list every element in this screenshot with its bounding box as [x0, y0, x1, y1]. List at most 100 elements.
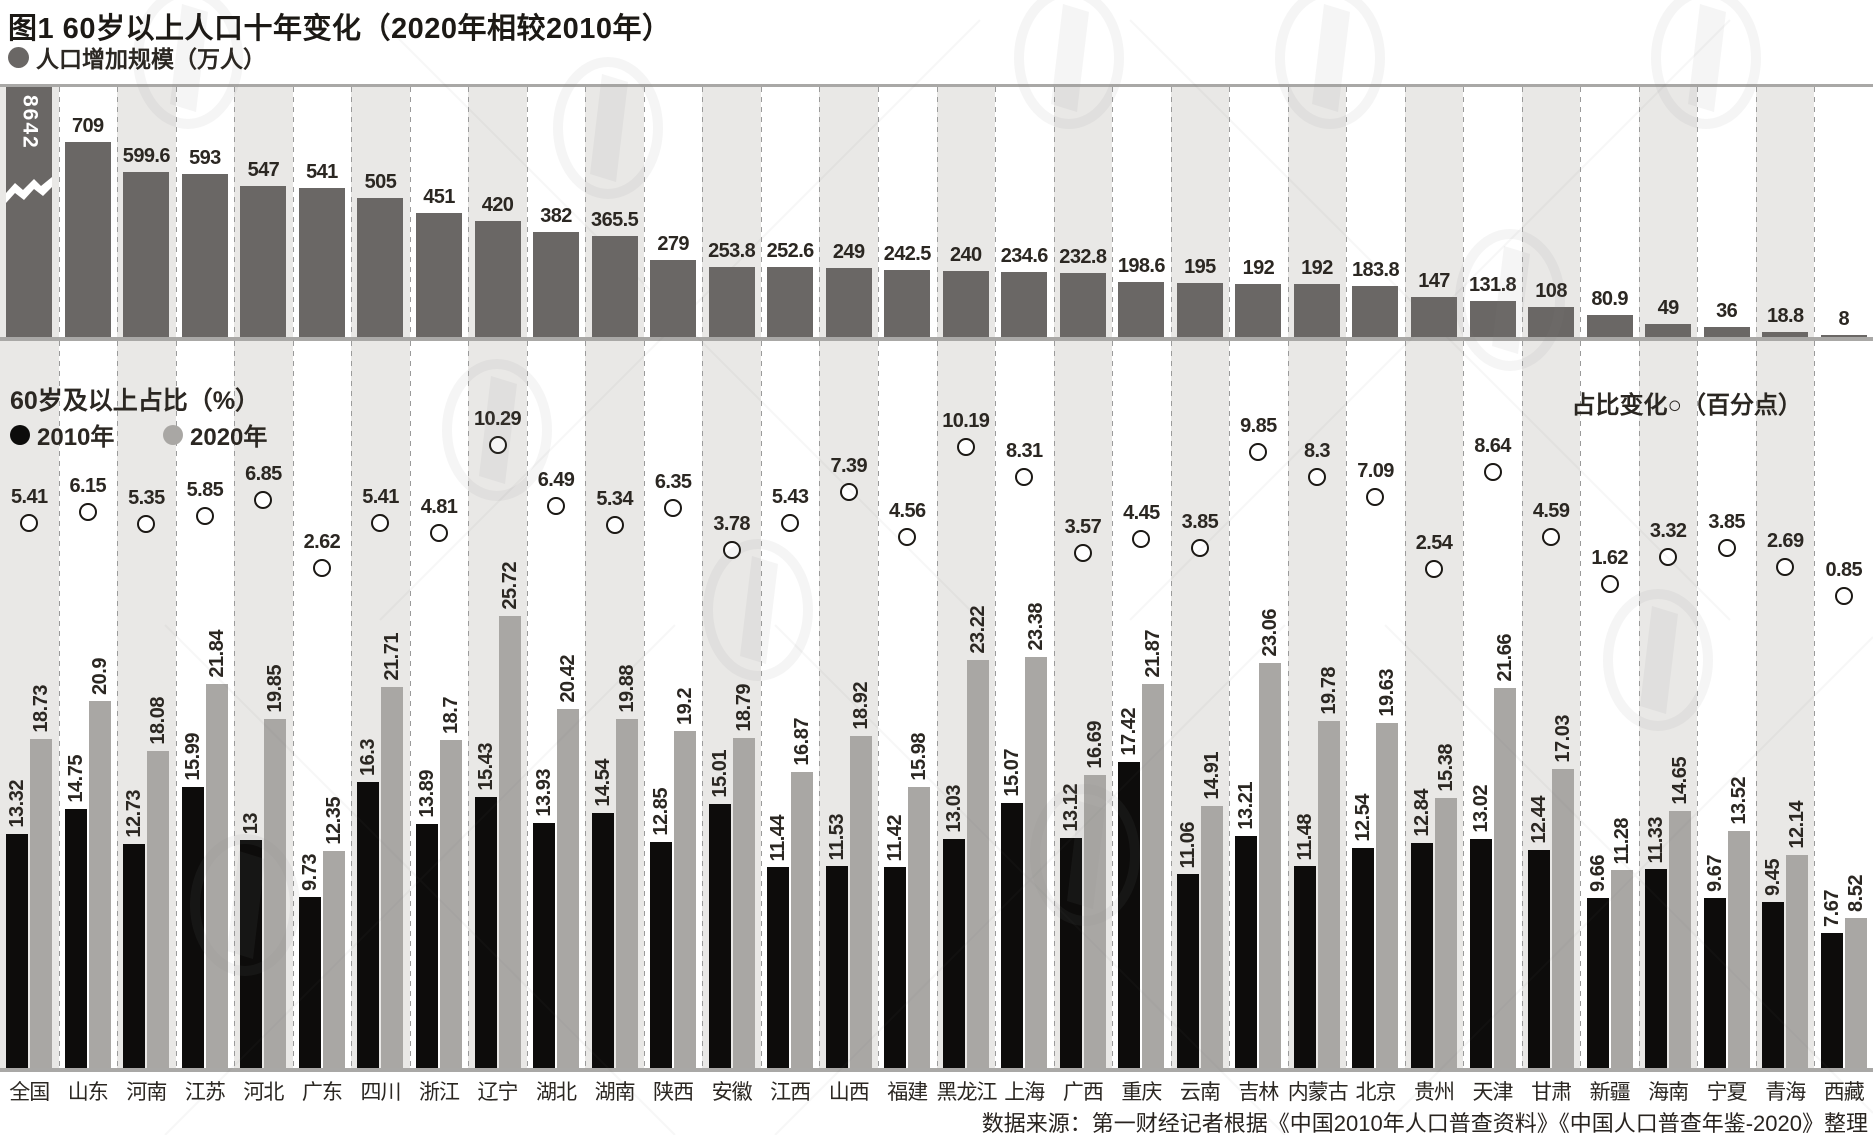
increase-bar	[767, 267, 814, 337]
change-value-label: 4.56	[888, 500, 926, 522]
column-divider	[644, 341, 645, 1068]
value-label-2010: 9.67	[1703, 855, 1726, 892]
chart-title: 图1 60岁以上人口十年变化（2020年相较2010年）	[8, 13, 672, 45]
change-circle-icon	[1600, 575, 1619, 593]
increase-bar	[884, 270, 931, 337]
increase-bar	[1352, 286, 1399, 337]
column-divider	[1522, 341, 1523, 1068]
column-divider	[878, 87, 879, 337]
bar-2020	[1259, 663, 1282, 1068]
column-divider	[1171, 87, 1172, 337]
change-circle-icon	[1834, 587, 1853, 605]
column-divider	[1697, 87, 1698, 337]
change-value-label: 6.35	[654, 471, 692, 493]
increase-value-label: 8642	[18, 95, 42, 150]
change-circle-icon	[839, 483, 858, 501]
change-circle-icon	[1190, 539, 1209, 557]
column-divider	[1054, 87, 1055, 337]
increase-bar	[1703, 327, 1750, 337]
bar-2010	[298, 897, 321, 1068]
column-divider	[234, 341, 235, 1068]
x-axis-label: 辽宁	[477, 1081, 519, 1104]
change-value-label: 5.34	[596, 488, 633, 510]
increase-bar	[650, 260, 697, 337]
change-circle-icon	[664, 499, 683, 517]
change-circle-icon	[1776, 558, 1795, 576]
bar-2010	[474, 797, 497, 1068]
x-axis-label: 福建	[887, 1081, 928, 1104]
pct-legend-title: 60岁及以上占比（%）	[10, 387, 261, 415]
x-axis-label: 海南	[1648, 1081, 1689, 1104]
change-circle-icon	[898, 528, 917, 546]
column-divider	[1697, 341, 1698, 1068]
column-divider	[1463, 87, 1464, 337]
value-label-2010: 11.44	[767, 814, 790, 861]
increase-value-label: 36	[1716, 300, 1738, 322]
bar-2020	[30, 739, 53, 1068]
bar-2010	[181, 787, 204, 1068]
column-divider	[878, 341, 879, 1068]
column-divider	[1229, 87, 1230, 337]
increase-bar	[1293, 284, 1340, 337]
change-circle-icon	[1542, 528, 1561, 546]
increase-bar	[1820, 335, 1867, 337]
value-label-2010: 12.54	[1352, 794, 1375, 842]
value-label-2020: 12.14	[1786, 801, 1809, 849]
increase-bar	[1411, 297, 1458, 337]
legend-2010-dot-icon	[10, 424, 30, 445]
column-divider	[819, 87, 820, 337]
change-value-label: 4.59	[1532, 500, 1570, 522]
increase-bar-panel: 8642 709 599.6 593 547 541 505 451 420 382 365.5 27…	[0, 87, 1873, 337]
value-label-2020: 8.52	[1844, 875, 1867, 912]
value-label-2020: 19.88	[615, 665, 638, 713]
x-axis-label: 贵州	[1414, 1081, 1455, 1104]
value-label-2020: 19.2	[674, 688, 697, 725]
value-label-2020: 21.66	[1493, 634, 1516, 682]
increase-bar	[64, 142, 111, 337]
column-divider	[410, 341, 411, 1068]
bar-2010	[1059, 838, 1082, 1068]
bar-2010	[767, 867, 790, 1068]
value-label-2010: 12.84	[1411, 789, 1434, 837]
value-label-2010: 13.32	[6, 780, 29, 828]
value-label-2010: 9.73	[298, 854, 321, 891]
change-circle-icon	[20, 514, 39, 532]
pct-bar-panel: 13.32 18.73 5.41 14.75 20.9 6.15 12.73 18.08 5.3…	[0, 341, 1873, 1068]
change-circle-icon	[1366, 488, 1385, 506]
column-divider	[293, 341, 294, 1068]
increase-value-label: 365.5	[591, 209, 639, 231]
change-value-label: 9.85	[1240, 415, 1277, 437]
bar-2010	[1762, 902, 1785, 1068]
bar-2020	[1083, 775, 1106, 1068]
column-divider	[702, 87, 703, 337]
value-label-2010: 15.43	[474, 743, 497, 791]
x-axis-label: 广东	[301, 1081, 343, 1104]
increase-value-label: 234.6	[1000, 245, 1049, 267]
column-divider	[1639, 341, 1640, 1068]
change-circle-icon	[312, 559, 331, 577]
value-label-2010: 13.21	[1235, 782, 1258, 830]
bar-2010	[415, 824, 438, 1068]
x-axis-label: 北京	[1355, 1081, 1396, 1104]
column-divider	[176, 341, 177, 1068]
increase-bar	[1176, 283, 1223, 337]
increase-value-label: 505	[364, 171, 397, 193]
column-divider	[117, 341, 118, 1068]
x-axis-label: 山西	[828, 1081, 870, 1104]
increase-bar	[415, 213, 462, 337]
increase-bar	[1586, 315, 1633, 337]
x-axis-label: 山东	[67, 1081, 109, 1104]
change-value-label: 5.41	[362, 486, 399, 508]
change-circle-icon	[1307, 468, 1326, 486]
value-label-2010: 15.01	[708, 750, 731, 798]
change-value-label: 8.64	[1474, 435, 1511, 457]
change-value-label: 2.54	[1415, 532, 1453, 554]
top-panel-top-border	[0, 84, 1873, 87]
increase-value-label: 8	[1838, 308, 1849, 330]
value-label-2020: 18.73	[30, 685, 53, 733]
change-value-label: 4.45	[1123, 502, 1160, 524]
bar-2020	[205, 684, 228, 1068]
value-label-2020: 16.69	[1083, 721, 1106, 769]
bar-2020	[849, 736, 872, 1068]
increase-bar	[1059, 273, 1106, 337]
